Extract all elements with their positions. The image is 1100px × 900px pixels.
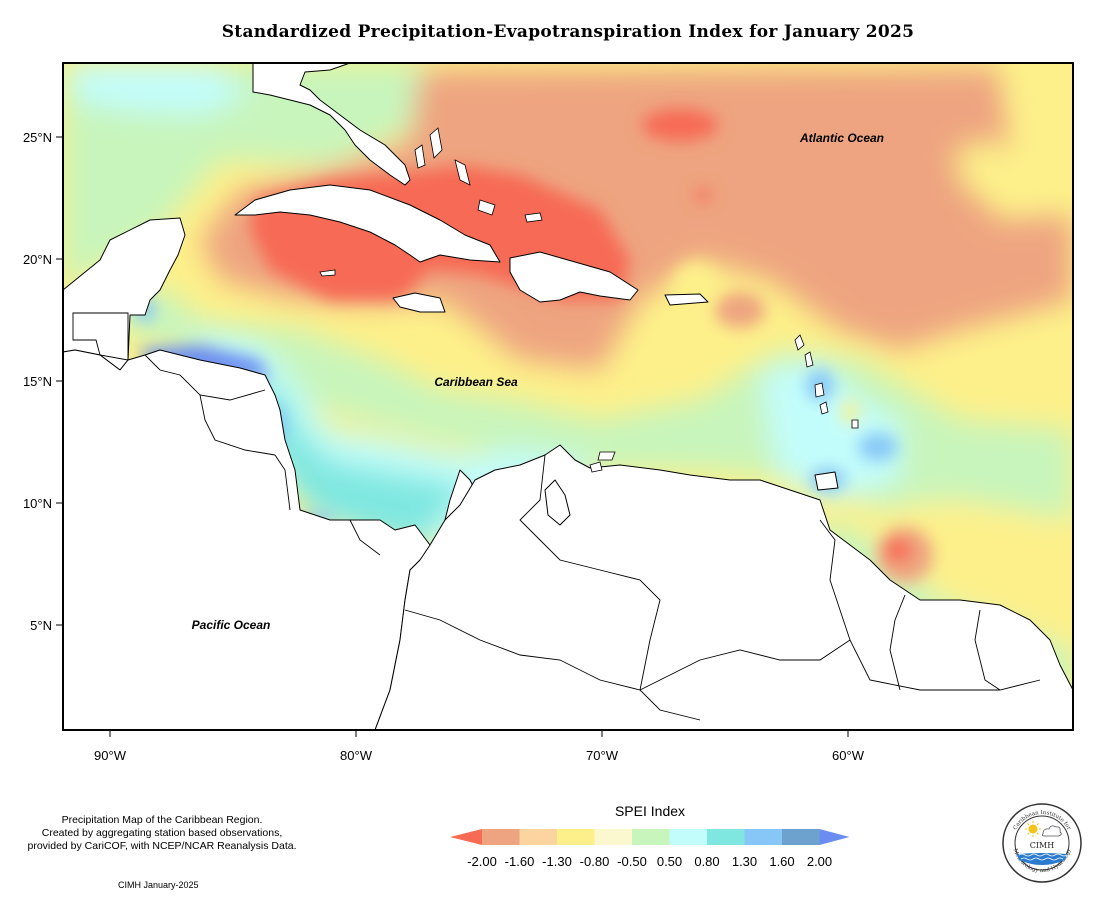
islands <box>319 127 859 473</box>
atlantic-ocean-label: Atlantic Ocean <box>799 131 884 145</box>
legend-tick-label: -0.80 <box>580 854 610 869</box>
legend-tick-labels: -2.00 -1.60 -1.30 -0.80 -0.50 0.50 0.80 1.30 1.6… <box>467 854 832 869</box>
legend-tick-label: 1.60 <box>769 854 794 869</box>
legend-swatch <box>632 829 670 845</box>
country-borders <box>72 312 1041 721</box>
cloud-icon <box>1041 825 1062 837</box>
legend-tick-label: -1.60 <box>505 854 535 869</box>
lon-label-60w: 60°W <box>832 748 865 763</box>
footer-note: CIMH January-2025 <box>118 880 199 890</box>
legend-swatch <box>782 829 820 845</box>
legend-tick-label: 2.00 <box>807 854 832 869</box>
legend-color-bar <box>450 829 850 845</box>
legend-swatch <box>519 829 558 845</box>
cimh-logo: Caribbean Institute for Meteorology and … <box>1001 802 1083 884</box>
legend-swatch <box>707 829 745 845</box>
lat-label-15n: 15°N <box>23 374 52 389</box>
spei-field <box>63 63 1073 730</box>
legend-tick-label: -0.50 <box>617 854 647 869</box>
credits-line-2: Created by aggregating station based obs… <box>41 827 283 839</box>
credits-text: Precipitation Map of the Caribbean Regio… <box>12 814 312 853</box>
waves-icon <box>1017 853 1068 865</box>
lat-label-25n: 25°N <box>23 130 52 145</box>
logo-name: CIMH <box>1030 841 1054 850</box>
lat-label-20n: 20°N <box>23 252 52 267</box>
legend-tick-label: -2.00 <box>467 854 497 869</box>
sun-icon <box>1025 821 1041 837</box>
lon-label-70w: 70°W <box>586 748 619 763</box>
lat-label-5n: 5°N <box>30 618 52 633</box>
lat-label-10n: 10°N <box>23 496 52 511</box>
map-frame <box>62 62 1074 731</box>
legend-arrow-low <box>450 829 482 845</box>
legend-swatch <box>744 829 783 845</box>
caribbean-sea-label: Caribbean Sea <box>434 375 518 389</box>
legend-swatch <box>482 829 520 845</box>
legend-swatch <box>594 829 633 845</box>
legend-tick-label: -1.30 <box>542 854 572 869</box>
lon-label-80w: 80°W <box>340 748 373 763</box>
legend-title: SPEI Index <box>614 803 686 819</box>
lon-label-90w: 90°W <box>94 748 127 763</box>
credits-line-3: provided by CariCOF, with NCEP/NCAR Rean… <box>27 840 297 852</box>
legend-tick-label: 0.50 <box>657 854 682 869</box>
legend-tick-label: 1.30 <box>732 854 757 869</box>
map-title: Standardized Precipitation-Evapotranspir… <box>221 22 915 42</box>
credits-line-1: Precipitation Map of the Caribbean Regio… <box>61 814 263 826</box>
legend-tick-label: 0.80 <box>694 854 719 869</box>
legend-swatch <box>669 829 708 845</box>
legend-arrow-high <box>819 829 850 845</box>
legend-swatch <box>557 829 595 845</box>
pacific-ocean-label: Pacific Ocean <box>192 618 271 632</box>
graticule-ticks <box>56 136 849 737</box>
